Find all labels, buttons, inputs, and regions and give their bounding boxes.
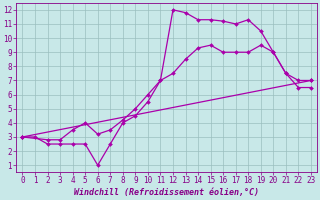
- X-axis label: Windchill (Refroidissement éolien,°C): Windchill (Refroidissement éolien,°C): [74, 188, 259, 197]
